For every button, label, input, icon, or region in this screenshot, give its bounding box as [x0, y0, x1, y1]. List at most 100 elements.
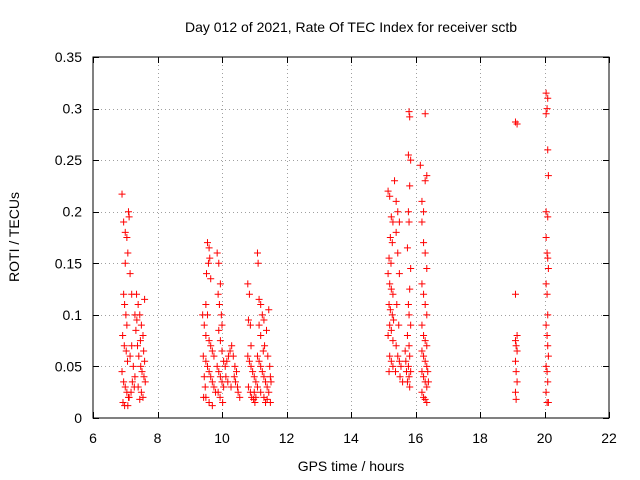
x-tick-label: 16: [408, 430, 424, 446]
data-point: [406, 285, 414, 293]
data-point: [405, 311, 413, 319]
data-point: [420, 239, 428, 247]
data-point: [128, 378, 136, 386]
data-point: [421, 249, 429, 257]
data-point: [424, 368, 432, 376]
data-point: [202, 301, 210, 309]
data-point: [232, 378, 240, 386]
data-point: [392, 228, 400, 236]
x-tick-label: 20: [537, 430, 553, 446]
data-point: [403, 331, 411, 339]
data-point: [141, 357, 149, 365]
y-tick-label: 0: [74, 410, 82, 426]
data-point: [421, 110, 429, 118]
data-point: [511, 357, 519, 365]
data-point: [244, 352, 252, 360]
data-point: [216, 393, 224, 401]
data-point: [244, 383, 252, 391]
data-point: [423, 362, 431, 370]
data-point: [262, 399, 270, 407]
data-point: [124, 208, 132, 216]
data-point: [513, 120, 521, 128]
data-point: [424, 378, 432, 386]
data-point: [389, 337, 397, 345]
data-point: [134, 301, 142, 309]
data-point: [542, 208, 550, 216]
data-point: [249, 368, 257, 376]
y-tick-label: 0.15: [55, 255, 82, 271]
data-point: [252, 393, 260, 401]
data-point: [255, 357, 263, 365]
data-point: [213, 362, 221, 370]
data-point: [131, 311, 139, 319]
data-point: [213, 249, 221, 257]
data-point: [418, 280, 426, 288]
data-point: [246, 321, 254, 329]
data-point: [385, 368, 393, 376]
data-point: [401, 347, 409, 355]
data-point: [125, 393, 133, 401]
data-point: [244, 316, 252, 324]
data-point: [389, 362, 397, 370]
grid-layer: [93, 57, 609, 418]
data-point: [265, 306, 273, 314]
data-point: [418, 347, 426, 355]
data-point: [205, 399, 213, 407]
data-point: [389, 218, 397, 226]
data-point: [138, 368, 146, 376]
data-point: [387, 326, 395, 334]
data-point: [386, 352, 394, 360]
data-point: [423, 383, 431, 391]
data-point: [544, 172, 552, 180]
data-point: [264, 352, 272, 360]
data-point: [245, 290, 253, 298]
data-point: [245, 357, 253, 365]
data-point: [137, 362, 145, 370]
data-point: [420, 208, 428, 216]
data-point: [404, 208, 412, 216]
data-point: [406, 182, 414, 190]
data-point: [423, 342, 431, 350]
data-point: [257, 331, 265, 339]
data-point: [121, 301, 129, 309]
data-point: [141, 295, 149, 303]
data-point: [267, 378, 275, 386]
data-point: [266, 373, 274, 381]
data-point: [120, 218, 128, 226]
data-point: [388, 239, 396, 247]
y-tick-label: 0.3: [63, 101, 83, 117]
data-point: [395, 321, 403, 329]
data-point: [403, 378, 411, 386]
data-point: [389, 290, 397, 298]
data-point: [396, 373, 404, 381]
data-point: [544, 399, 552, 407]
data-point: [423, 172, 431, 180]
data-point: [388, 311, 396, 319]
data-point: [203, 362, 211, 370]
data-point: [542, 234, 550, 241]
data-point: [119, 331, 127, 339]
data-point: [513, 378, 521, 386]
data-point: [217, 311, 225, 319]
data-point: [224, 378, 232, 386]
data-point: [542, 280, 550, 288]
data-point: [222, 373, 230, 381]
data-point: [543, 368, 551, 376]
data-point: [513, 331, 521, 339]
data-point: [542, 388, 550, 396]
data-point: [124, 249, 132, 257]
data-point: [125, 213, 133, 221]
data-point: [261, 342, 269, 350]
data-point: [247, 362, 255, 370]
x-tick-label: 22: [601, 430, 617, 446]
y-tick-label: 0.35: [55, 49, 82, 65]
data-point: [199, 311, 207, 319]
data-point: [135, 352, 143, 360]
data-point: [254, 259, 262, 267]
data-point: [123, 234, 131, 241]
data-point: [221, 362, 229, 370]
data-point: [257, 301, 265, 309]
data-point: [402, 368, 410, 376]
data-point: [251, 399, 259, 407]
data-point: [386, 306, 394, 314]
